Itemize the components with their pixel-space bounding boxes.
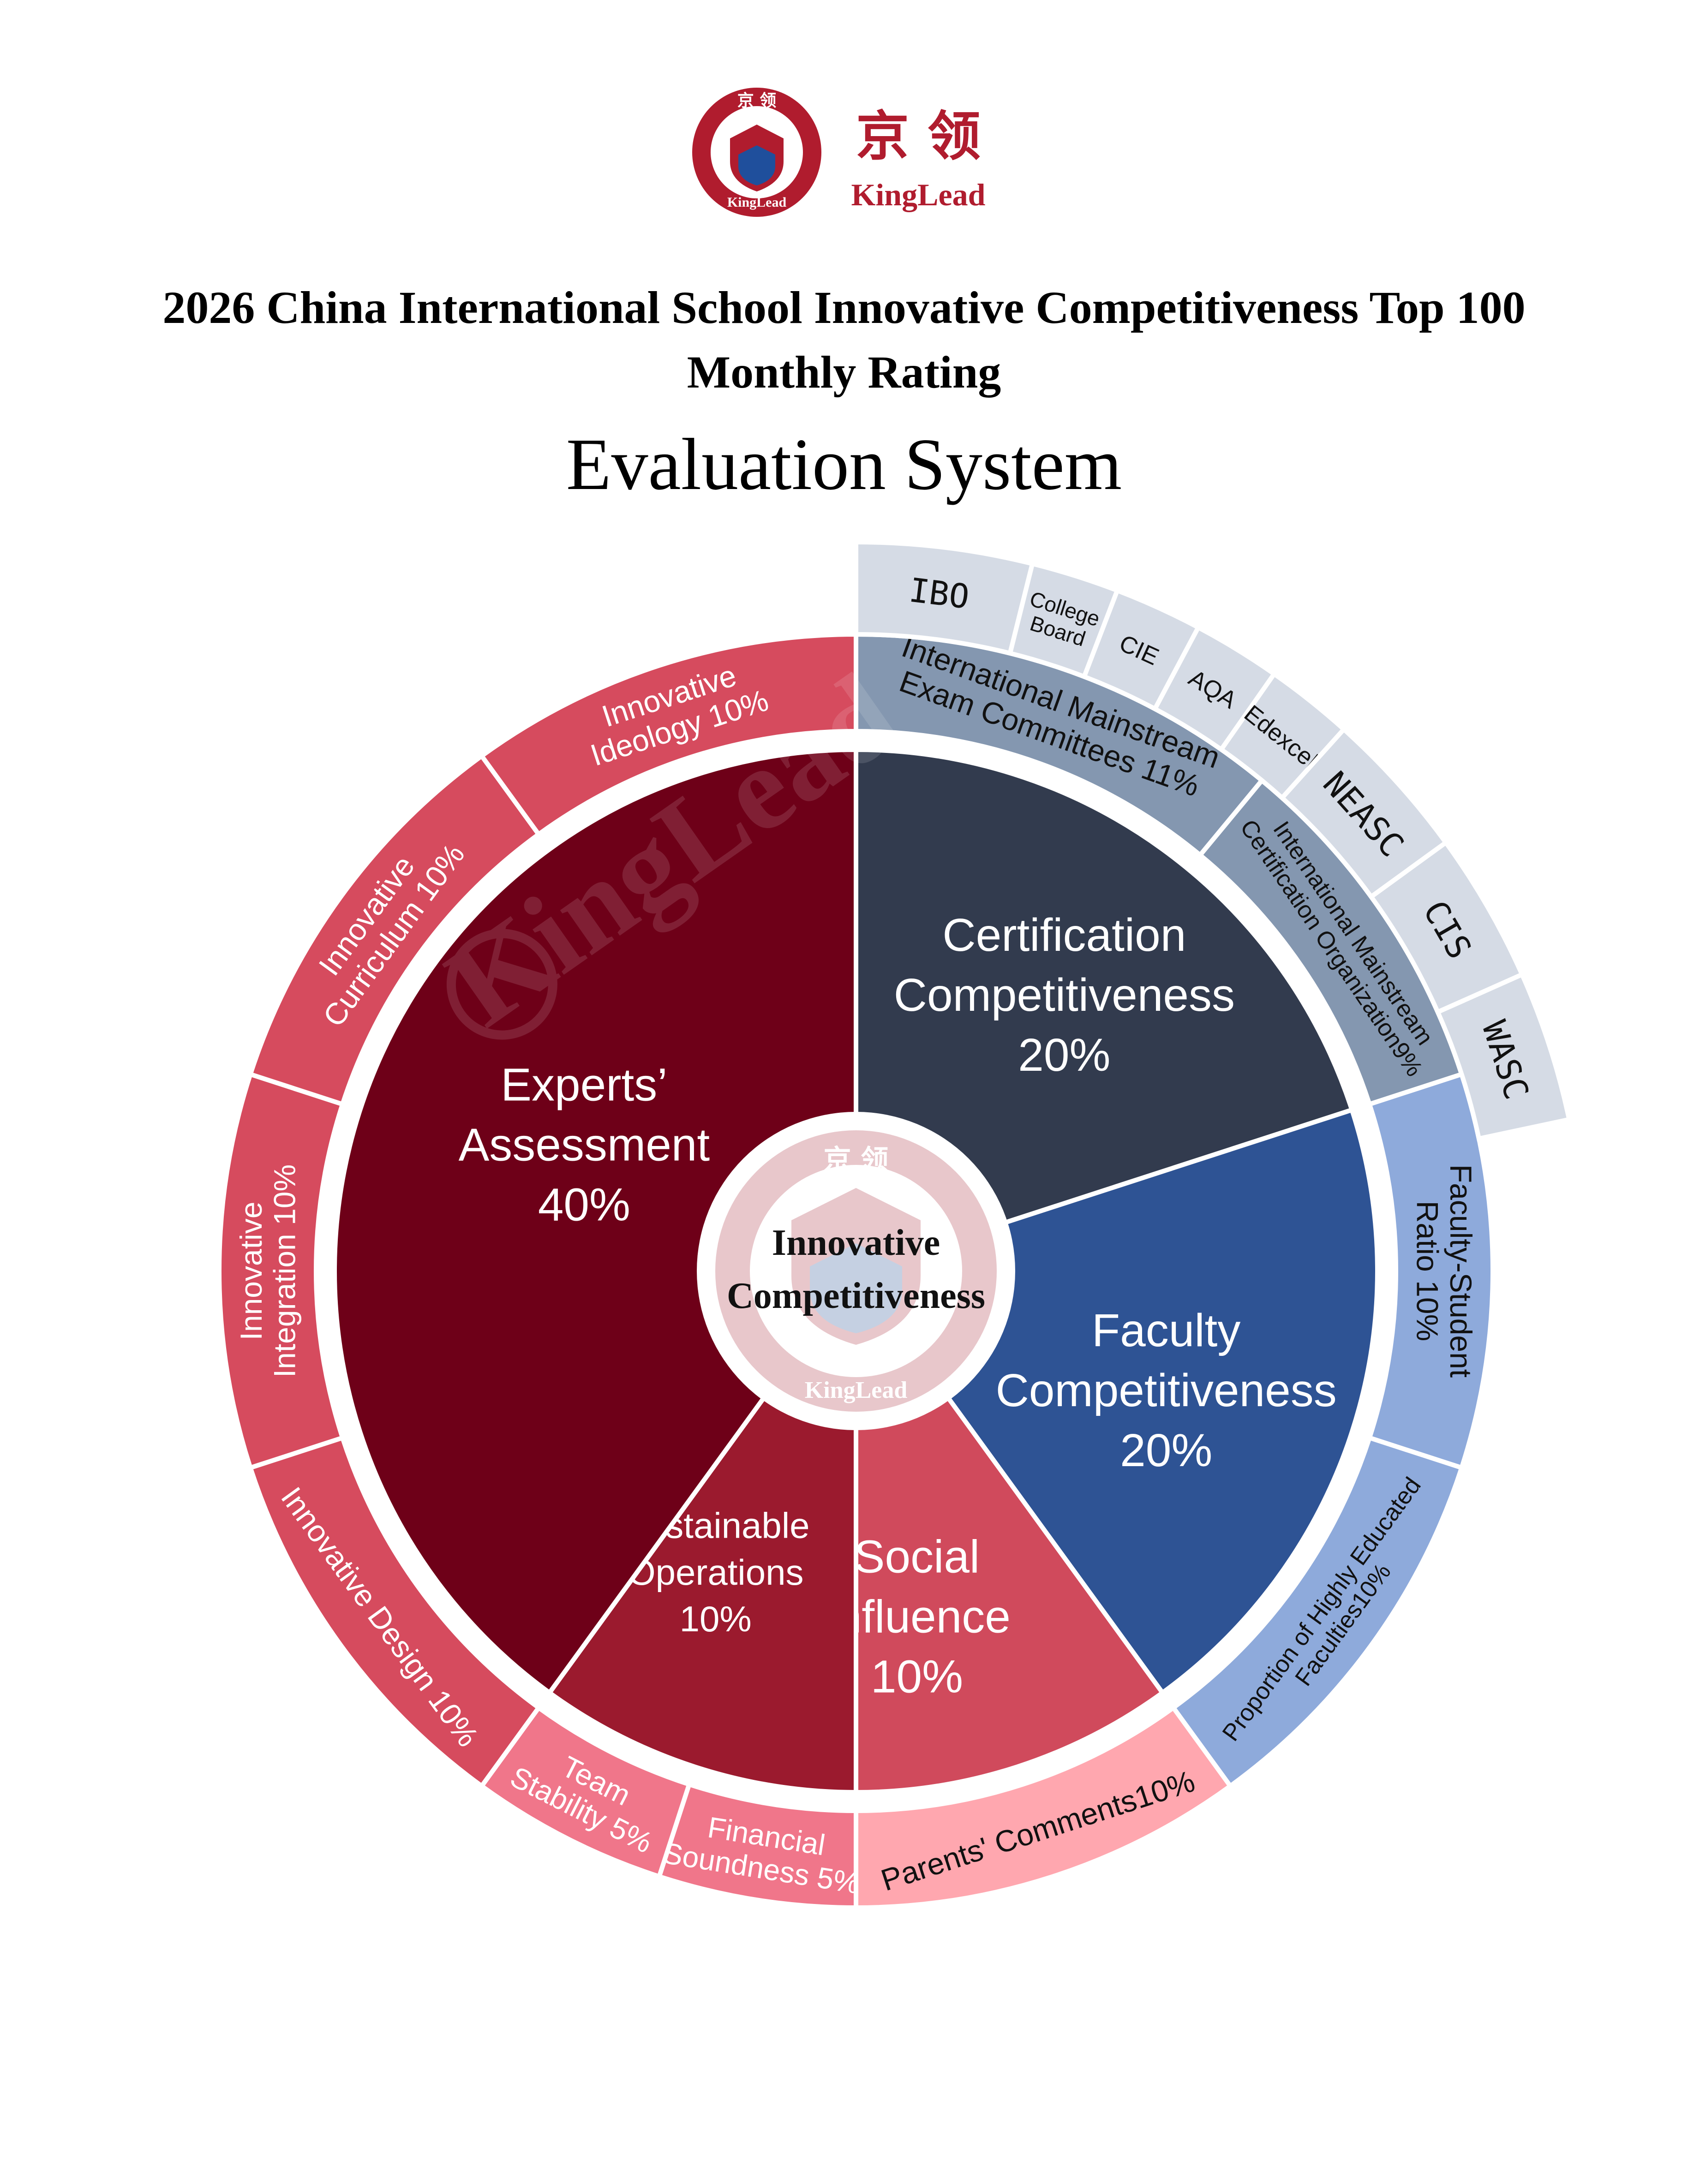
inner-label-faculty-0: Faculty bbox=[1092, 1305, 1240, 1356]
kinglead-logo: 京 领 KingLead 京 领 KingLead bbox=[692, 88, 986, 217]
logo-emblem-top-text: 京 领 bbox=[737, 91, 777, 110]
page-subtitle: Evaluation System bbox=[566, 423, 1122, 505]
watermark-emblem-icon bbox=[446, 929, 557, 1040]
page-title-line2: Monthly Rating bbox=[687, 346, 1001, 398]
center-label-line1: Innovative bbox=[772, 1223, 940, 1263]
center-shield-inner-icon bbox=[810, 1243, 902, 1333]
outer-label-integration-1: Integration 10% bbox=[267, 1164, 301, 1378]
inner-label-social-2: 10% bbox=[871, 1651, 963, 1702]
inner-label-social-0: Social bbox=[854, 1531, 980, 1582]
logo-shield-inner-icon bbox=[738, 145, 775, 185]
inner-segment-certification bbox=[854, 747, 1355, 1274]
inner-label-experts-0: Experts’ bbox=[501, 1059, 667, 1110]
inner-label-experts-2: 40% bbox=[538, 1179, 630, 1230]
center-emblem-top-text: 京 领 bbox=[824, 1144, 889, 1176]
outer-label-faculty-ratio-1: Ratio 10% bbox=[1411, 1201, 1445, 1342]
inner-label-sustainable-1: Operations bbox=[628, 1552, 804, 1593]
center-emblem-bottom-text: KingLead bbox=[805, 1377, 908, 1403]
inner-label-faculty-2: 20% bbox=[1120, 1425, 1212, 1476]
outer-label-integration-0: Innovative bbox=[234, 1202, 268, 1341]
inner-label-certification-2: 20% bbox=[1018, 1029, 1110, 1081]
inner-label-certification-1: Competitiveness bbox=[894, 969, 1235, 1021]
logo-emblem-bottom-text: KingLead bbox=[727, 195, 787, 210]
logo-en-name: KingLead bbox=[851, 177, 986, 212]
wheel: Certification Competitiveness 20% Faculty Co… bbox=[217, 539, 1572, 1910]
inner-label-experts-1: Assessment bbox=[459, 1119, 710, 1170]
org-label-group-ibo: IBO bbox=[907, 571, 971, 616]
logo-cn-name: 京 领 bbox=[856, 106, 981, 167]
inner-label-certification-0: Certification bbox=[942, 909, 1186, 961]
inner-label-faculty-1: Competitiveness bbox=[996, 1365, 1337, 1416]
org-label-ibo-0: IBO bbox=[907, 571, 971, 616]
page-title-line1: 2026 China International School Innovati… bbox=[162, 282, 1525, 333]
inner-segment-experts bbox=[332, 747, 858, 1696]
inner-label-sustainable-2: 10% bbox=[680, 1599, 752, 1639]
center-label-line2: Competitiveness bbox=[727, 1276, 985, 1316]
outer-label-faculty-ratio-0: Faculty-Student bbox=[1444, 1164, 1478, 1378]
org-segment-wasc bbox=[1435, 971, 1572, 1142]
